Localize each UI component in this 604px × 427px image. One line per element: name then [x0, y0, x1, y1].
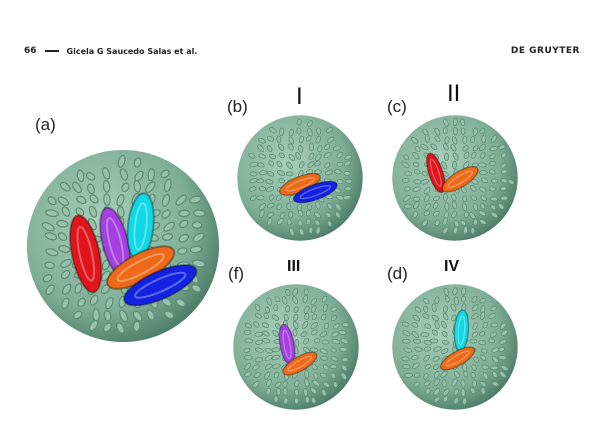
panel-b-label: (b) [227, 97, 248, 116]
capsomer-orange [282, 351, 318, 376]
panel-b-roman: I [296, 83, 303, 110]
panel-a-label: (a) [35, 115, 56, 134]
capsid-texture [243, 288, 350, 405]
header-publisher: DE GRUYTER [510, 46, 580, 56]
capsid-model-b [237, 115, 363, 241]
capsomer-blue [123, 263, 198, 307]
capsomer-red [69, 214, 103, 294]
capsomer-cyan [126, 192, 155, 261]
header-dash [44, 50, 59, 52]
capsid-model-f [233, 284, 359, 410]
panel-c-label: (c) [387, 97, 407, 116]
capsomer-red [425, 152, 446, 194]
capsid-model-c [392, 115, 518, 241]
capsid-model-a [26, 149, 220, 343]
capsomer-orange [441, 165, 479, 193]
capsomer-purple [99, 206, 132, 278]
page-header: 66 Gicela G Saucedo Salas et al. DE GRUY… [24, 44, 580, 58]
panel-f-label: (f) [228, 264, 245, 283]
panel-f-roman: III [287, 258, 301, 275]
panel-d-label: (d) [387, 264, 408, 283]
panel-c-roman: II [447, 80, 461, 107]
panel-d-roman: IV [444, 258, 460, 275]
capsomer-blue [292, 180, 338, 204]
page-number: 66 [24, 46, 37, 56]
header-left: 66 Gicela G Saucedo Salas et al. [24, 46, 197, 56]
header-authors: Gicela G Saucedo Salas et al. [66, 46, 198, 56]
capsomer-orange [439, 346, 476, 371]
capsid-model-d [392, 284, 518, 410]
